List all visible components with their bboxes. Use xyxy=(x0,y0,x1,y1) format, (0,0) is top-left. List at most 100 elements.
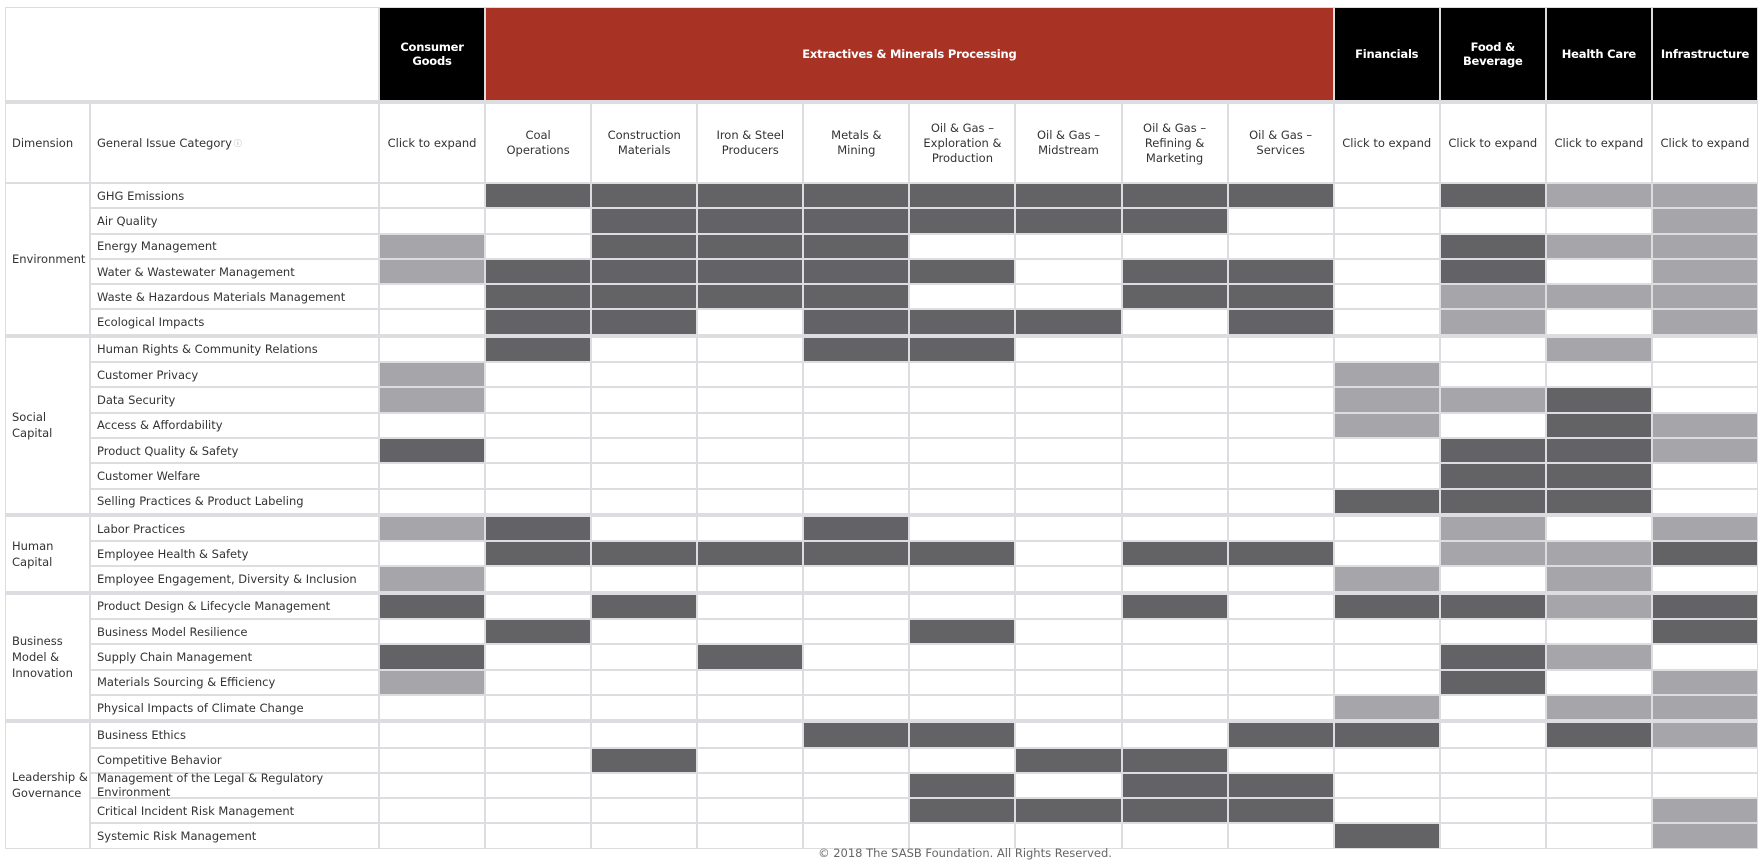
materiality-cell[interactable] xyxy=(804,209,909,233)
materiality-cell[interactable] xyxy=(1122,388,1227,412)
materiality-cell[interactable] xyxy=(1334,259,1439,284)
materiality-cell[interactable] xyxy=(1228,285,1333,309)
materiality-cell[interactable] xyxy=(1122,670,1227,694)
materiality-cell[interactable] xyxy=(486,489,591,513)
materiality-cell[interactable] xyxy=(1546,285,1651,309)
materiality-cell[interactable] xyxy=(1546,695,1651,720)
materiality-cell[interactable] xyxy=(1228,670,1333,694)
materiality-cell[interactable] xyxy=(1122,620,1227,644)
industry-header[interactable]: Oil & Gas – Midstream xyxy=(1016,104,1121,182)
materiality-cell[interactable] xyxy=(1546,670,1651,694)
materiality-cell[interactable] xyxy=(1228,723,1333,747)
materiality-cell[interactable] xyxy=(1334,620,1439,644)
materiality-cell[interactable] xyxy=(1652,363,1757,387)
materiality-cell[interactable] xyxy=(1122,464,1227,488)
materiality-cell[interactable] xyxy=(380,620,485,644)
materiality-cell[interactable] xyxy=(1652,723,1757,747)
materiality-cell[interactable] xyxy=(1016,773,1121,798)
materiality-cell[interactable] xyxy=(698,620,803,644)
industry-header[interactable]: Oil & Gas – Services xyxy=(1228,104,1333,182)
materiality-cell[interactable] xyxy=(486,310,591,334)
materiality-cell[interactable] xyxy=(592,567,697,591)
materiality-cell[interactable] xyxy=(1334,516,1439,541)
materiality-cell[interactable] xyxy=(592,413,697,437)
materiality-cell[interactable] xyxy=(1228,516,1333,541)
materiality-cell[interactable] xyxy=(1228,234,1333,258)
materiality-cell[interactable] xyxy=(1122,567,1227,591)
materiality-cell[interactable] xyxy=(1122,542,1227,566)
materiality-cell[interactable] xyxy=(380,748,485,772)
materiality-cell[interactable] xyxy=(1016,310,1121,334)
materiality-cell[interactable] xyxy=(592,695,697,720)
materiality-cell[interactable] xyxy=(592,645,697,669)
materiality-cell[interactable] xyxy=(1546,388,1651,412)
materiality-cell[interactable] xyxy=(1334,645,1439,669)
materiality-cell[interactable] xyxy=(380,824,485,848)
materiality-cell[interactable] xyxy=(1016,645,1121,669)
materiality-cell[interactable] xyxy=(1228,388,1333,412)
materiality-cell[interactable] xyxy=(910,748,1015,772)
materiality-cell[interactable] xyxy=(1016,259,1121,284)
materiality-cell[interactable] xyxy=(1016,184,1121,208)
materiality-cell[interactable] xyxy=(1122,695,1227,720)
materiality-cell[interactable] xyxy=(804,670,909,694)
materiality-cell[interactable] xyxy=(1016,695,1121,720)
materiality-cell[interactable] xyxy=(910,594,1015,619)
materiality-cell[interactable] xyxy=(698,748,803,772)
materiality-cell[interactable] xyxy=(1546,438,1651,463)
expand-sector-button[interactable]: Click to expand xyxy=(1652,104,1757,182)
materiality-cell[interactable] xyxy=(380,645,485,669)
materiality-cell[interactable] xyxy=(698,489,803,513)
materiality-cell[interactable] xyxy=(1546,464,1651,488)
materiality-cell[interactable] xyxy=(380,773,485,798)
materiality-cell[interactable] xyxy=(486,824,591,848)
materiality-cell[interactable] xyxy=(380,489,485,513)
materiality-cell[interactable] xyxy=(910,464,1015,488)
materiality-cell[interactable] xyxy=(804,259,909,284)
materiality-cell[interactable] xyxy=(486,184,591,208)
materiality-cell[interactable] xyxy=(592,594,697,619)
materiality-cell[interactable] xyxy=(1016,723,1121,747)
materiality-cell[interactable] xyxy=(1334,184,1439,208)
materiality-cell[interactable] xyxy=(1334,670,1439,694)
materiality-cell[interactable] xyxy=(486,695,591,720)
materiality-cell[interactable] xyxy=(1546,310,1651,334)
sector-header[interactable]: Infrastructure xyxy=(1652,8,1757,100)
materiality-cell[interactable] xyxy=(1440,773,1545,798)
materiality-cell[interactable] xyxy=(1334,363,1439,387)
materiality-cell[interactable] xyxy=(380,337,485,362)
materiality-cell[interactable] xyxy=(1546,799,1651,823)
materiality-cell[interactable] xyxy=(380,363,485,387)
industry-header[interactable]: Oil & Gas – Refining & Marketing xyxy=(1122,104,1227,182)
materiality-cell[interactable] xyxy=(698,438,803,463)
materiality-cell[interactable] xyxy=(1334,413,1439,437)
materiality-cell[interactable] xyxy=(1652,799,1757,823)
materiality-cell[interactable] xyxy=(486,645,591,669)
materiality-cell[interactable] xyxy=(910,670,1015,694)
materiality-cell[interactable] xyxy=(910,567,1015,591)
materiality-cell[interactable] xyxy=(1440,620,1545,644)
materiality-cell[interactable] xyxy=(910,388,1015,412)
materiality-cell[interactable] xyxy=(804,337,909,362)
materiality-cell[interactable] xyxy=(910,337,1015,362)
materiality-cell[interactable] xyxy=(1016,567,1121,591)
materiality-cell[interactable] xyxy=(1652,259,1757,284)
materiality-cell[interactable] xyxy=(1440,516,1545,541)
materiality-cell[interactable] xyxy=(1122,259,1227,284)
materiality-cell[interactable] xyxy=(698,413,803,437)
materiality-cell[interactable] xyxy=(1440,542,1545,566)
materiality-cell[interactable] xyxy=(910,184,1015,208)
materiality-cell[interactable] xyxy=(1228,773,1333,798)
materiality-cell[interactable] xyxy=(1228,567,1333,591)
industry-header[interactable]: Oil & Gas – Exploration & Production xyxy=(910,104,1015,182)
sector-header[interactable]: Extractives & Minerals Processing xyxy=(486,8,1333,100)
materiality-cell[interactable] xyxy=(1652,209,1757,233)
materiality-cell[interactable] xyxy=(1440,695,1545,720)
materiality-cell[interactable] xyxy=(486,464,591,488)
materiality-cell[interactable] xyxy=(380,567,485,591)
materiality-cell[interactable] xyxy=(1016,464,1121,488)
materiality-cell[interactable] xyxy=(1334,799,1439,823)
materiality-cell[interactable] xyxy=(1546,567,1651,591)
materiality-cell[interactable] xyxy=(1546,516,1651,541)
materiality-cell[interactable] xyxy=(804,363,909,387)
